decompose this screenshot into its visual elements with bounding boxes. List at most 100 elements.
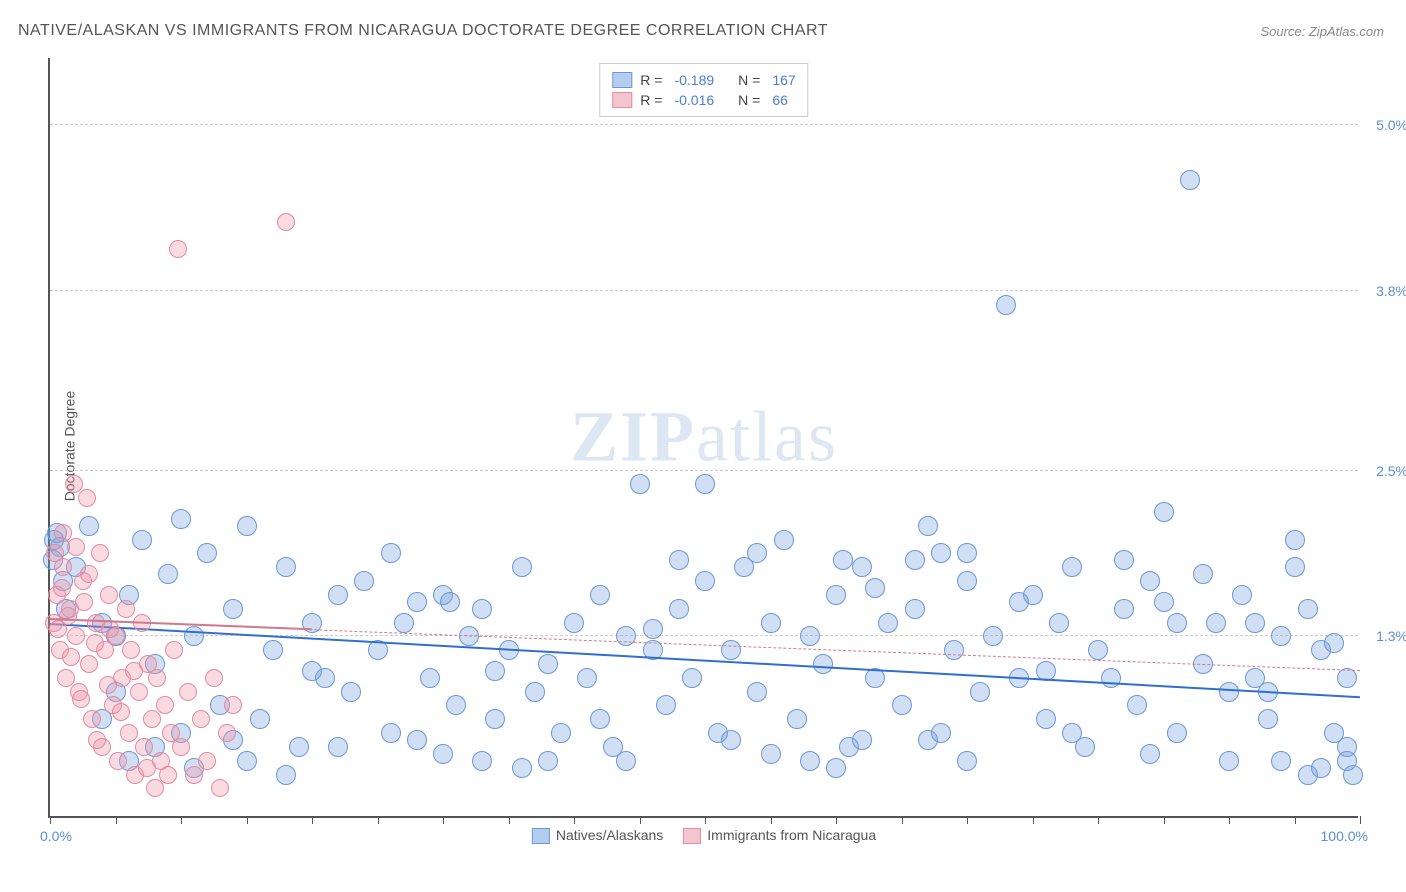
data-point [80,565,98,583]
data-point [125,662,143,680]
data-point [1285,557,1305,577]
x-tick [312,816,313,824]
chart-title: NATIVE/ALASKAN VS IMMIGRANTS FROM NICARA… [18,22,828,40]
data-point [433,744,453,764]
legend-n-value: 66 [772,92,788,108]
data-point [983,626,1003,646]
data-point [577,668,597,688]
data-point [165,641,183,659]
data-point [800,626,820,646]
x-tick [574,816,575,824]
data-point [1232,585,1252,605]
data-point [669,599,689,619]
data-point [1062,557,1082,577]
data-point [1258,709,1278,729]
data-point [826,758,846,778]
watermark: ZIPatlas [570,396,838,479]
data-point [120,724,138,742]
data-point [179,683,197,701]
x-tick [1033,816,1034,824]
data-point [86,634,104,652]
data-point [130,683,148,701]
y-tick-label: 3.8% [1376,283,1406,299]
data-point [721,640,741,660]
data-point [1167,723,1187,743]
x-axis-min-label: 0.0% [40,828,72,844]
x-tick [378,816,379,824]
data-point [472,599,492,619]
gridline [50,470,1358,471]
data-point [1049,613,1069,633]
data-point [99,676,117,694]
data-point [54,524,72,542]
data-point [381,723,401,743]
data-point [1311,758,1331,778]
data-point [1271,751,1291,771]
legend-swatch [612,72,632,88]
data-point [833,550,853,570]
data-point [656,695,676,715]
data-point [1114,599,1134,619]
data-point [616,626,636,646]
data-point [590,709,610,729]
data-point [1036,709,1056,729]
data-point [83,710,101,728]
data-point [156,696,174,714]
data-point [218,724,236,742]
data-point [1193,564,1213,584]
data-point [46,544,64,562]
gridline [50,124,1358,125]
data-point [1180,170,1200,190]
data-point [564,613,584,633]
data-point [148,669,166,687]
data-point [407,592,427,612]
data-point [551,723,571,743]
data-point [892,695,912,715]
data-point [512,758,532,778]
data-point [865,578,885,598]
data-point [132,530,152,550]
x-tick [247,816,248,824]
x-tick [902,816,903,824]
legend-row: R =-0.189N =167 [612,70,795,90]
data-point [224,696,242,714]
data-point [88,731,106,749]
data-point [774,530,794,550]
data-point [276,765,296,785]
data-point [138,759,156,777]
data-point [211,779,229,797]
data-point [538,654,558,674]
data-point [1167,613,1187,633]
data-point [80,655,98,673]
data-point [122,641,140,659]
x-axis-max-label: 100.0% [1321,828,1368,844]
data-point [1140,744,1160,764]
data-point [918,730,938,750]
data-point [747,543,767,563]
data-point [800,751,820,771]
data-point [1140,571,1160,591]
data-point [485,709,505,729]
data-point [75,593,93,611]
data-point [1219,682,1239,702]
data-point [1285,530,1305,550]
data-point [223,599,243,619]
x-tick [1229,816,1230,824]
data-point [1114,550,1134,570]
data-point [813,654,833,674]
bottom-legend-item: Immigrants from Nicaragua [683,827,876,844]
data-point [100,586,118,604]
legend-r-value: -0.189 [674,72,714,88]
data-point [669,550,689,570]
data-point [1298,599,1318,619]
data-point [79,516,99,536]
data-point [67,538,85,556]
x-tick [1098,816,1099,824]
data-point [695,474,715,494]
data-point [289,737,309,757]
data-point [905,599,925,619]
gridline [50,290,1358,291]
data-point [472,751,492,771]
data-point [1324,723,1344,743]
data-point [91,544,109,562]
